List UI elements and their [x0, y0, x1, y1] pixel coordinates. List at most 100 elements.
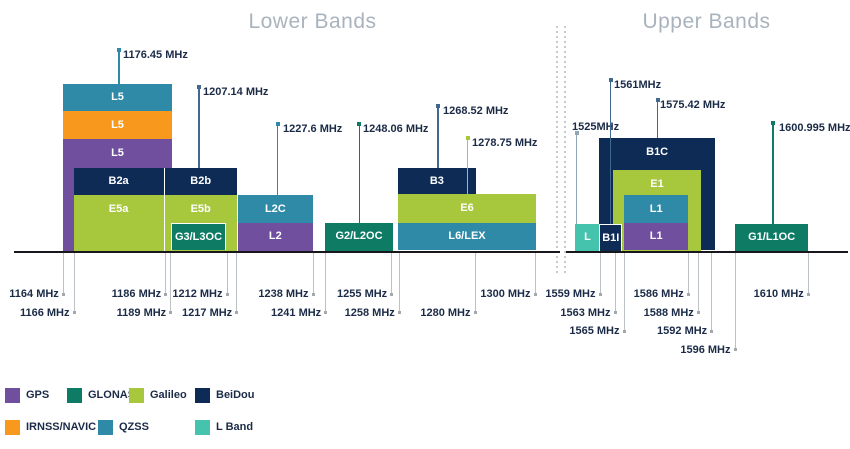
axis-tick-label: 1217 MHz — [182, 306, 233, 319]
tick-dot — [311, 292, 315, 296]
axis-tick-label: 1596 MHz — [680, 343, 731, 356]
tick-leader-line — [398, 253, 400, 313]
tick-leader-line — [599, 253, 601, 294]
marker-leader-line — [437, 107, 439, 169]
legend-label: GLONASS — [88, 389, 143, 401]
marker-dot — [574, 131, 579, 135]
axis-tick-label: 1300 MHz — [480, 288, 531, 300]
marker-leader-line — [609, 81, 612, 224]
band-label: L5 — [111, 118, 124, 131]
band-label: L2 — [268, 230, 282, 242]
band-block-g1-l1oc: G1/L1OC — [735, 224, 809, 251]
tick-leader-line — [734, 253, 736, 350]
legend-swatch-glonass — [67, 388, 82, 403]
tick-leader-line — [687, 253, 689, 294]
marker-leader-line — [358, 125, 361, 223]
band-label: G3/L3OC — [174, 230, 223, 243]
band-block-l5: L5 — [63, 110, 172, 139]
axis-tick-label: 1164 MHz — [9, 288, 59, 300]
tick-leader-line — [312, 253, 314, 294]
axis-tick-label: 1238 MHz — [258, 288, 309, 300]
axis-tick-label: 1186 MHz — [111, 288, 162, 300]
band-block-l1: L1 — [624, 223, 689, 251]
tick-dot — [696, 311, 700, 314]
axis-tick-label: 1559 MHz — [545, 288, 596, 300]
marker-dot — [197, 85, 201, 89]
tick-leader-line — [614, 253, 616, 313]
frequency-marker-label: 1207.14 MHz — [203, 86, 269, 98]
frequency-marker-label: 1600.995 MHz — [779, 122, 850, 134]
axis-tick-label: 1586 MHz — [633, 288, 684, 300]
tick-leader-line — [534, 253, 536, 294]
axis-tick-label: 1189 MHz — [116, 306, 167, 319]
marker-dot — [436, 104, 440, 108]
tick-dot — [710, 329, 714, 333]
frequency-marker-label: 1176.45 MHz — [123, 49, 188, 61]
legend-swatch-irnss — [5, 420, 20, 435]
band-label: B1I — [602, 232, 620, 244]
tick-leader-line — [226, 253, 228, 294]
band-block-g2-l2oc: G2/L2OC — [325, 223, 393, 251]
tick-dot — [806, 292, 810, 296]
band-label: L6/LEX — [448, 230, 486, 243]
tick-dot — [164, 292, 168, 296]
tick-leader-line — [165, 253, 167, 294]
marker-leader-line — [198, 88, 200, 169]
frequency-marker-label: 1575.42 MHz — [660, 99, 726, 111]
tick-dot — [390, 292, 394, 296]
tick-dot — [225, 292, 229, 296]
tick-leader-line — [170, 253, 172, 313]
band-label: E1 — [650, 178, 664, 190]
marker-dot — [275, 122, 280, 126]
legend-swatch-gps — [5, 388, 20, 403]
tick-leader-line — [711, 253, 713, 331]
axis-tick-label: 1280 MHz — [420, 306, 471, 319]
band-block-l5: L5 — [63, 83, 172, 111]
legend-swatch-lband — [195, 420, 210, 435]
upper-frequency-axis-baseline — [566, 250, 848, 253]
marker-leader-line — [656, 101, 659, 138]
marker-dot — [771, 121, 775, 125]
frequency-marker-label: 1268.52 MHz — [443, 105, 509, 117]
band-block-g3-l3oc: G3/L3OC — [171, 222, 226, 251]
band-label: B1C — [646, 145, 669, 158]
axis-tick-label: 1241 MHz — [271, 306, 322, 319]
band-block-e5a: E5a — [73, 195, 164, 251]
tick-leader-line — [236, 253, 238, 313]
tick-dot — [686, 292, 690, 296]
axis-tick-label: 1258 MHz — [344, 306, 395, 319]
tick-leader-line — [62, 253, 64, 294]
legend-swatch-beidou — [195, 388, 210, 403]
band-block-l6-lex: L6/LEX — [398, 223, 536, 251]
band-block-b2a: B2a — [73, 168, 164, 195]
band-block-l1: L1 — [624, 195, 689, 224]
axis-tick-label: 1565 MHz — [569, 325, 620, 337]
tick-leader-line — [391, 253, 393, 294]
tick-dot — [324, 311, 328, 314]
axis-tick-label: 1166 MHz — [19, 306, 70, 319]
frequency-marker-label: 1525MHz — [572, 121, 620, 133]
legend-label: L Band — [216, 421, 254, 433]
tick-dot — [613, 311, 617, 314]
frequency-marker-label: 1561MHz — [614, 79, 662, 91]
band-label: E5b — [190, 203, 211, 215]
tick-dot — [61, 292, 65, 296]
tick-dot — [235, 311, 239, 314]
upper-bands-title: Upper Bands — [642, 10, 771, 33]
band-block-l2: L2 — [236, 223, 313, 251]
band-label: L — [584, 231, 591, 243]
band-label: B2a — [108, 175, 129, 188]
band-label: B2b — [190, 175, 212, 188]
section-divider-dotted-line — [564, 26, 566, 275]
axis-tick-label: 1592 MHz — [657, 325, 708, 337]
tick-leader-line — [623, 253, 625, 331]
axis-tick-label: 1563 MHz — [560, 306, 611, 319]
band-label: L5 — [111, 90, 124, 103]
axis-tick-label: 1255 MHz — [337, 288, 388, 300]
band-label: G1/L1OC — [748, 231, 796, 243]
marker-leader-line — [772, 124, 774, 224]
tick-dot — [533, 292, 537, 296]
frequency-marker-label: 1248.06 MHz — [363, 123, 429, 135]
frequency-marker-label: 1278.75 MHz — [472, 137, 538, 149]
